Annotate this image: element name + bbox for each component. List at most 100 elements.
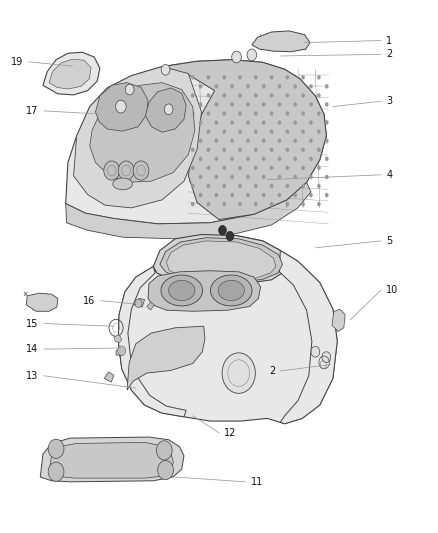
Polygon shape <box>145 88 186 132</box>
Polygon shape <box>118 235 337 424</box>
Polygon shape <box>49 59 91 89</box>
Polygon shape <box>332 309 345 332</box>
Circle shape <box>207 93 210 98</box>
Circle shape <box>270 184 273 188</box>
Circle shape <box>238 130 242 134</box>
Ellipse shape <box>218 280 244 301</box>
Ellipse shape <box>210 275 252 306</box>
Circle shape <box>156 441 172 460</box>
Circle shape <box>118 161 134 180</box>
Circle shape <box>301 148 305 152</box>
Circle shape <box>278 175 281 179</box>
Circle shape <box>270 111 273 116</box>
Circle shape <box>223 75 226 79</box>
Circle shape <box>301 111 305 116</box>
Circle shape <box>270 166 273 170</box>
Circle shape <box>309 102 313 107</box>
Circle shape <box>325 157 328 161</box>
Text: 14: 14 <box>26 344 39 354</box>
Circle shape <box>286 202 289 206</box>
Circle shape <box>207 166 210 170</box>
Circle shape <box>317 93 321 98</box>
Circle shape <box>325 193 328 197</box>
Polygon shape <box>252 31 310 52</box>
Polygon shape <box>118 266 186 417</box>
Circle shape <box>230 139 234 143</box>
Circle shape <box>317 166 321 170</box>
Circle shape <box>309 84 313 88</box>
Circle shape <box>238 111 242 116</box>
Text: 5: 5 <box>386 236 392 246</box>
Circle shape <box>191 75 194 79</box>
Polygon shape <box>166 241 276 280</box>
Text: 3: 3 <box>386 96 392 106</box>
Polygon shape <box>134 298 145 307</box>
Circle shape <box>293 120 297 125</box>
Circle shape <box>286 111 289 116</box>
Circle shape <box>223 166 226 170</box>
Circle shape <box>301 166 305 170</box>
Circle shape <box>191 148 194 152</box>
Circle shape <box>223 184 226 188</box>
Circle shape <box>48 439 64 458</box>
Circle shape <box>293 84 297 88</box>
Circle shape <box>191 202 194 206</box>
Circle shape <box>238 93 242 98</box>
Circle shape <box>286 166 289 170</box>
Circle shape <box>278 193 281 197</box>
Circle shape <box>286 75 289 79</box>
Circle shape <box>223 93 226 98</box>
Circle shape <box>215 139 218 143</box>
Text: 13: 13 <box>26 371 39 381</box>
Text: 2: 2 <box>269 366 275 376</box>
Circle shape <box>226 231 234 241</box>
Circle shape <box>254 166 258 170</box>
Circle shape <box>246 175 250 179</box>
Text: 16: 16 <box>83 296 95 305</box>
Circle shape <box>246 139 250 143</box>
Circle shape <box>191 184 194 188</box>
Circle shape <box>325 139 328 143</box>
Polygon shape <box>153 235 287 284</box>
Circle shape <box>207 75 210 79</box>
Circle shape <box>246 193 250 197</box>
Circle shape <box>230 193 234 197</box>
Text: 11: 11 <box>251 477 263 487</box>
Circle shape <box>222 353 255 393</box>
Circle shape <box>215 157 218 161</box>
Circle shape <box>317 75 321 79</box>
Circle shape <box>199 175 202 179</box>
Circle shape <box>223 148 226 152</box>
Circle shape <box>199 84 202 88</box>
Circle shape <box>317 130 321 134</box>
Circle shape <box>311 346 320 357</box>
Circle shape <box>118 346 126 356</box>
Circle shape <box>270 202 273 206</box>
Circle shape <box>262 157 265 161</box>
Circle shape <box>325 102 328 107</box>
Circle shape <box>238 166 242 170</box>
Circle shape <box>309 139 313 143</box>
Circle shape <box>293 157 297 161</box>
Polygon shape <box>127 326 205 390</box>
Circle shape <box>238 148 242 152</box>
Circle shape <box>254 202 258 206</box>
Polygon shape <box>90 83 195 182</box>
Circle shape <box>317 111 321 116</box>
Circle shape <box>278 139 281 143</box>
Circle shape <box>293 175 297 179</box>
Circle shape <box>317 148 321 152</box>
Text: 1: 1 <box>386 36 392 45</box>
Polygon shape <box>43 52 100 95</box>
Circle shape <box>48 462 64 481</box>
Circle shape <box>270 130 273 134</box>
Circle shape <box>278 84 281 88</box>
Circle shape <box>286 184 289 188</box>
Circle shape <box>223 130 226 134</box>
Circle shape <box>104 161 120 180</box>
Circle shape <box>219 225 226 235</box>
Circle shape <box>278 102 281 107</box>
Circle shape <box>262 102 265 107</box>
Circle shape <box>230 175 234 179</box>
Circle shape <box>301 93 305 98</box>
